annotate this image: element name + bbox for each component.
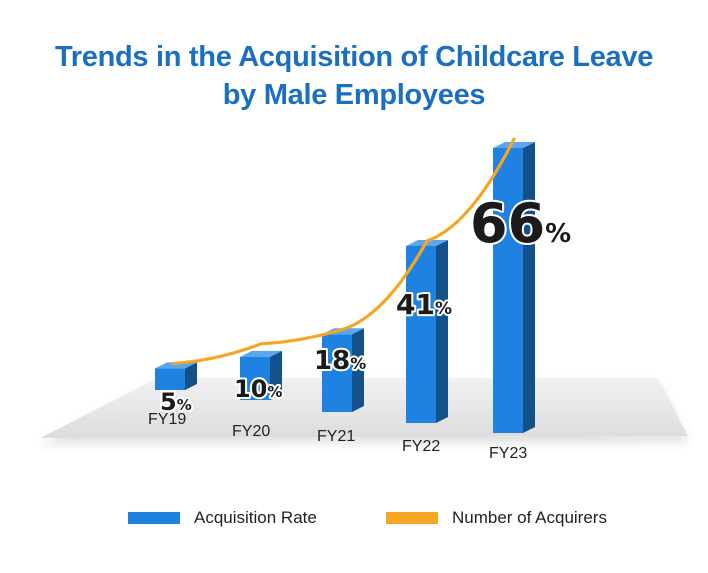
- legend-label-acquisition-rate: Acquisition Rate: [194, 508, 317, 527]
- legend: Acquisition Rate Number of Acquirers: [0, 508, 708, 538]
- bar-top-fy19: [155, 362, 197, 369]
- bar-top-fy20: [240, 350, 282, 357]
- value-label-fy19: 5%: [160, 388, 192, 416]
- line-group: [172, 137, 516, 366]
- x-tick-label-fy22: FY22: [402, 438, 440, 455]
- value-number-fy23: 66: [470, 192, 545, 255]
- bar-fy20: [240, 350, 282, 400]
- legend-swatch-number-of-acquirers: [386, 512, 438, 524]
- legend-swatch-acquisition-rate: [128, 512, 180, 524]
- value-label-fy22: 41%: [396, 288, 452, 321]
- value-label-fy20: 10%: [234, 375, 282, 403]
- bar-top-fy23: [493, 142, 535, 148]
- value-number-fy21: 18: [314, 346, 350, 376]
- legend-item-acquisition-rate: Acquisition Rate: [128, 508, 317, 528]
- bar-front-fy21: [322, 334, 352, 412]
- x-tick-label-fy23: FY23: [489, 445, 527, 462]
- value-unit-fy22: %: [435, 299, 452, 319]
- value-number-fy19: 5: [160, 388, 177, 416]
- legend-label-number-of-acquirers: Number of Acquirers: [452, 508, 607, 527]
- chart-title-line-1: Trends in the Acquisition of Childcare L…: [54, 41, 654, 73]
- value-label-fy21: 18%: [314, 346, 366, 376]
- bar-front-fy23: [493, 148, 523, 433]
- bar-fy22: [406, 239, 448, 423]
- value-unit-fy19: %: [177, 396, 192, 414]
- chart-title-line-2: by Male Employees: [222, 79, 486, 111]
- chart-title: Trends in the Acquisition of Childcare L…: [0, 38, 708, 114]
- value-label-fy23: 66%: [470, 192, 571, 255]
- legend-item-number-of-acquirers: Number of Acquirers: [386, 508, 607, 528]
- bar-side-fy21: [352, 328, 364, 412]
- value-labels: 5%10%18%41%66%: [158, 190, 573, 418]
- value-unit-fy23: %: [545, 219, 571, 249]
- bar-front-fy19: [155, 368, 185, 390]
- series-line-number-of-acquirers: [172, 137, 516, 366]
- value-number-fy20: 10: [234, 375, 267, 403]
- bar-side-fy22: [436, 239, 448, 423]
- bar-front-fy20: [240, 356, 270, 400]
- bar-fy19: [155, 362, 197, 390]
- bar-side-fy20: [270, 350, 282, 400]
- value-number-fy22: 41: [396, 288, 435, 321]
- value-unit-fy21: %: [350, 354, 366, 373]
- x-axis-labels: FY19 FY20 FY21 FY22 FY23: [148, 411, 527, 462]
- bars-group: [155, 142, 535, 433]
- bar-side-fy23: [523, 142, 535, 433]
- bar-fy23: [493, 142, 535, 433]
- value-unit-fy20: %: [267, 383, 282, 401]
- bar-front-fy22: [406, 245, 436, 423]
- x-tick-label-fy20: FY20: [232, 423, 270, 440]
- x-tick-label-fy19: FY19: [148, 411, 186, 428]
- bar-side-fy19: [185, 362, 197, 390]
- x-tick-label-fy21: FY21: [317, 428, 355, 445]
